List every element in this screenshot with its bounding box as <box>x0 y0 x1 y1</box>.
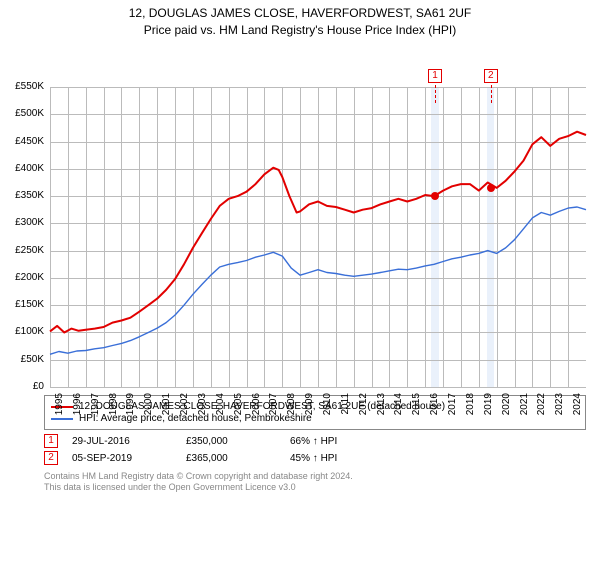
sale-price: £350,000 <box>186 436 276 447</box>
event-box: 1 <box>428 69 442 83</box>
series-line-hpi <box>50 207 586 354</box>
footer-line-1: Contains HM Land Registry data © Crown c… <box>44 471 586 482</box>
x-axis-label: 1997 <box>90 393 101 425</box>
x-axis-label: 2021 <box>519 393 530 425</box>
x-axis-label: 2005 <box>233 393 244 425</box>
price-chart: £0£50K£100K£150K£200K£250K£300K£350K£400… <box>0 37 600 389</box>
sale-index-box: 1 <box>44 434 58 448</box>
event-marker <box>487 184 495 192</box>
sale-date: 29-JUL-2016 <box>72 436 172 447</box>
x-axis-label: 2011 <box>340 393 351 425</box>
x-axis-label: 2002 <box>179 393 190 425</box>
x-axis-label: 2016 <box>429 393 440 425</box>
x-axis-label: 2018 <box>465 393 476 425</box>
x-axis-label: 2019 <box>483 393 494 425</box>
x-axis-label: 2003 <box>197 393 208 425</box>
sale-index-box: 2 <box>44 451 58 465</box>
x-axis-label: 2007 <box>268 393 279 425</box>
x-axis-label: 2004 <box>215 393 226 425</box>
x-axis-label: 1996 <box>72 393 83 425</box>
sale-date: 05-SEP-2019 <box>72 453 172 464</box>
sale-delta: 66% ↑ HPI <box>290 436 337 447</box>
sale-price: £365,000 <box>186 453 276 464</box>
series-line-property <box>50 132 586 333</box>
x-axis-label: 1998 <box>108 393 119 425</box>
series-svg <box>0 37 600 389</box>
x-axis-label: 1995 <box>54 393 65 425</box>
sale-row: 1 29-JUL-2016 £350,000 66% ↑ HPI <box>44 434 586 448</box>
title-line-2: Price paid vs. HM Land Registry's House … <box>0 23 600 37</box>
x-axis-label: 2006 <box>251 393 262 425</box>
event-line <box>491 85 492 103</box>
x-axis-label: 2009 <box>304 393 315 425</box>
footer-note: Contains HM Land Registry data © Crown c… <box>44 471 586 494</box>
sales-list: 1 29-JUL-2016 £350,000 66% ↑ HPI 2 05-SEP-201… <box>44 434 586 465</box>
x-axis-label: 2001 <box>161 393 172 425</box>
x-axis-label: 2020 <box>501 393 512 425</box>
sale-delta: 45% ↑ HPI <box>290 453 337 464</box>
x-axis-label: 2012 <box>358 393 369 425</box>
x-axis-label: 2010 <box>322 393 333 425</box>
x-axis-label: 2022 <box>536 393 547 425</box>
x-axis-label: 2017 <box>447 393 458 425</box>
event-box: 2 <box>484 69 498 83</box>
x-axis-label: 2000 <box>143 393 154 425</box>
x-axis-label: 2014 <box>393 393 404 425</box>
x-axis-label: 2013 <box>376 393 387 425</box>
x-axis-label: 2023 <box>554 393 565 425</box>
x-axis-label: 2008 <box>286 393 297 425</box>
event-line <box>435 85 436 103</box>
footer-line-2: This data is licensed under the Open Gov… <box>44 482 586 493</box>
x-axis-label: 2015 <box>411 393 422 425</box>
sale-row: 2 05-SEP-2019 £365,000 45% ↑ HPI <box>44 451 586 465</box>
event-marker <box>431 192 439 200</box>
title-line-1: 12, DOUGLAS JAMES CLOSE, HAVERFORDWEST, … <box>0 6 600 20</box>
x-axis-label: 2024 <box>572 393 583 425</box>
x-axis-label: 1999 <box>125 393 136 425</box>
